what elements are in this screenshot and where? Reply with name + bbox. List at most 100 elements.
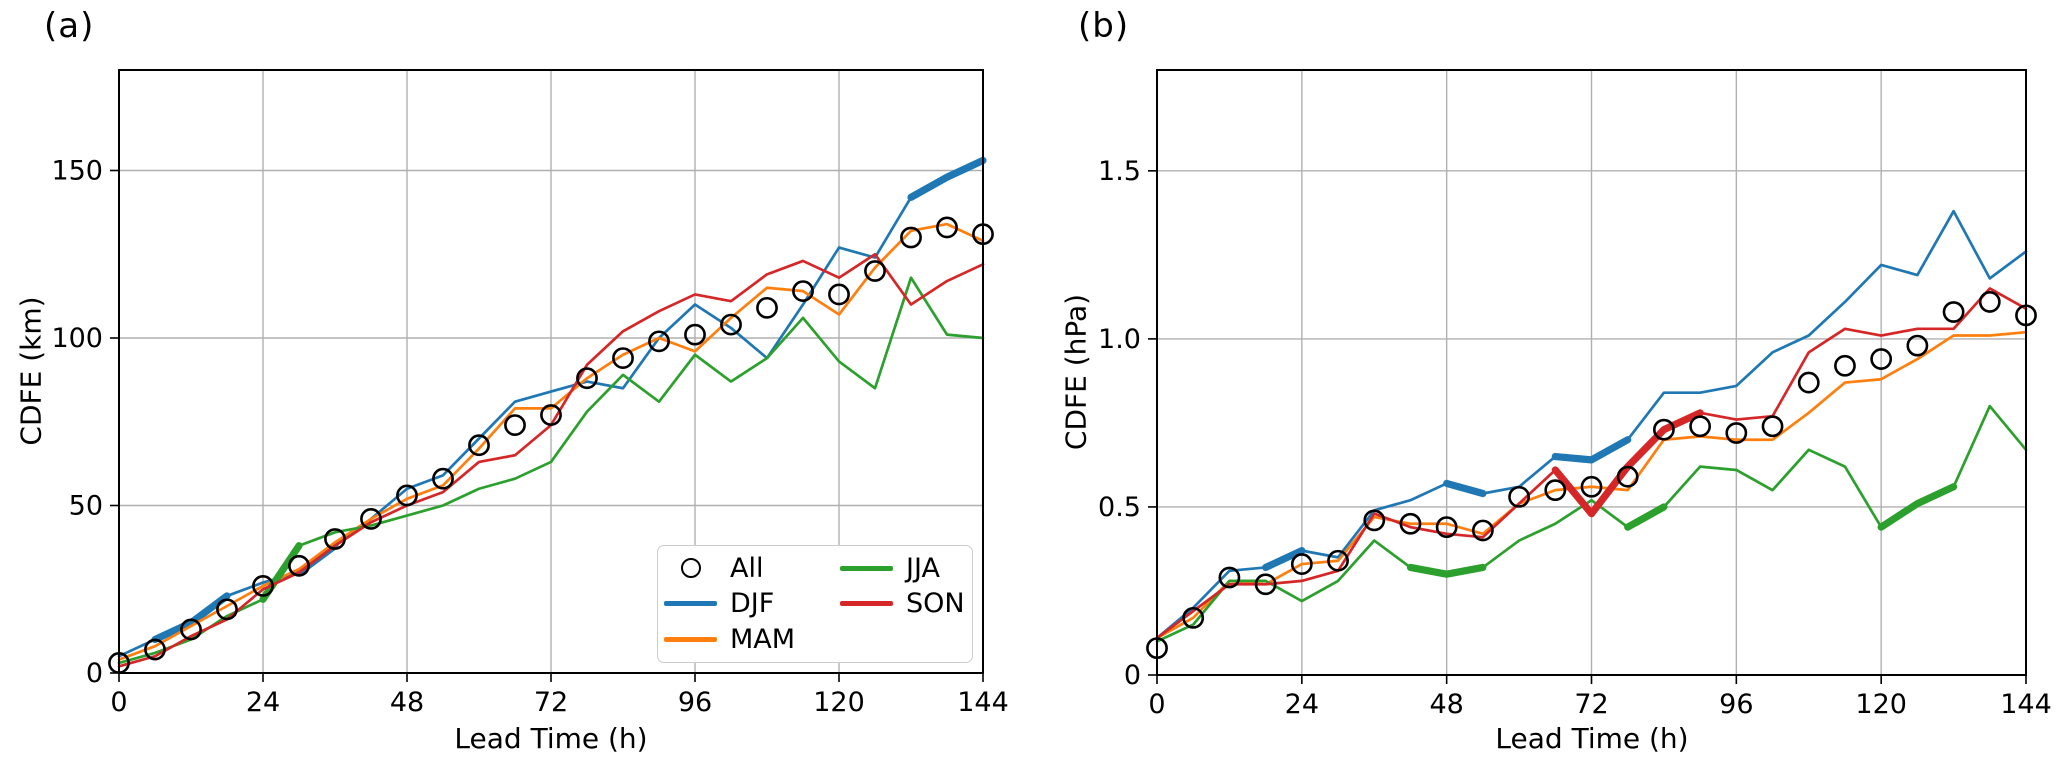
y-axis-label-a: CDFE (km) [14, 296, 48, 446]
legend-item-mam: MAM [664, 622, 840, 656]
marker-open-circle [252, 575, 274, 597]
series-MAM-line [117, 222, 985, 661]
tick-label-x: 120 [1855, 689, 1907, 720]
tick-label-y: 50 [69, 491, 103, 522]
marker-open-circle [1978, 291, 2001, 313]
tick-label-x: 48 [1429, 689, 1463, 720]
tick-label-y: 0 [1124, 660, 1141, 691]
marker-open-circle [1653, 418, 1675, 441]
series-JJA-bold-segment [1624, 503, 1668, 531]
tick-label-y: 0.5 [1098, 492, 1141, 523]
marker-open-circle [864, 260, 886, 282]
marker-open-circle [1254, 573, 1277, 596]
legend-label-all: All [730, 552, 764, 584]
series-JJA-bold-segment [1877, 483, 1958, 531]
marker-open-circle [1689, 415, 1712, 438]
series-SON-bold-segment [1551, 409, 1704, 518]
open-circle-marker-icon [664, 558, 717, 578]
legend-item-djf: DJF [664, 587, 840, 621]
marker-open-circle [1435, 516, 1458, 539]
series-DJF-bold-segment [907, 156, 987, 201]
legend-item-son: SON [840, 587, 965, 621]
marker-open-circle [1834, 354, 1856, 377]
marker-open-circle [396, 484, 418, 507]
series-All-markers [108, 216, 994, 674]
legend-label-son: SON [906, 588, 965, 619]
legend-spacer [840, 622, 965, 656]
marker-open-circle [1725, 422, 1748, 444]
marker-open-circle [792, 280, 814, 303]
tick-label-x: 72 [1574, 689, 1608, 720]
y-axis-label-b: CDFE (hPa) [1059, 293, 1093, 451]
plot-spines [118, 69, 984, 674]
marker-open-circle [288, 554, 310, 577]
marker-open-circle [540, 404, 562, 426]
marker-open-circle [1797, 371, 1820, 394]
panel-b-plot: 0 24 48 72 96 120 144 0 0.5 1.0 1.5 [1098, 69, 2052, 720]
tick-label-x: 0 [1148, 689, 1165, 720]
panel-b-title: (b) [1078, 6, 1130, 46]
legend-item-all: All [664, 551, 840, 585]
marker-open-circle [1399, 512, 1422, 535]
marker-open-circle [324, 528, 346, 550]
tick-label-x: 24 [246, 687, 280, 718]
marker-open-circle [1508, 485, 1530, 508]
marker-open-circle [144, 638, 166, 661]
marker-open-circle [1761, 415, 1784, 438]
marker-open-circle [504, 414, 526, 437]
legend-label-djf: DJF [730, 588, 775, 619]
marker-open-circle [828, 283, 850, 306]
series-DJF-bold-segment [1262, 547, 1306, 572]
djf-line-icon [664, 601, 717, 606]
tick-label-x: 120 [813, 687, 865, 718]
marker-open-circle [360, 508, 382, 530]
panel-a-plot: 0 24 48 72 96 120 144 0 50 100 150 [51, 69, 1009, 718]
legend: All JJA DJF SON MAM [657, 545, 973, 663]
tick-label-x: 0 [110, 687, 127, 718]
marker-open-circle [1580, 475, 1603, 498]
marker-open-circle [1363, 509, 1386, 532]
jja-line-icon [840, 565, 893, 571]
marker-open-circle [720, 313, 742, 336]
marker-open-circle [468, 434, 490, 457]
tick-label-y: 1.0 [1098, 324, 1141, 355]
marker-open-circle [648, 330, 670, 353]
tick-label-x: 96 [1719, 689, 1753, 720]
tick-label-x: 72 [534, 687, 568, 718]
legend-label-mam: MAM [730, 623, 796, 655]
marker-open-circle [756, 296, 778, 319]
son-line-icon [840, 601, 893, 606]
mam-line-icon [664, 636, 717, 642]
x-axis-label-b: Lead Time (h) [1495, 722, 1689, 755]
legend-item-jja: JJA [840, 551, 965, 585]
series-JJA-bold-segment [259, 542, 303, 603]
series-JJA-bold-segment [1406, 563, 1487, 578]
panel-a-title: (a) [44, 6, 95, 46]
marker-open-circle [936, 216, 958, 239]
marker-open-circle [1218, 566, 1241, 589]
plot-spines [1156, 69, 2027, 676]
tick-label-y: 0 [86, 658, 103, 689]
marker-open-circle [1544, 479, 1567, 502]
series-DJF-line [117, 159, 985, 658]
marker-open-circle [576, 367, 598, 390]
marker-open-circle [1327, 549, 1349, 572]
tick-label-x: 96 [678, 687, 712, 718]
marker-open-circle [180, 618, 202, 641]
marker-open-circle [1182, 606, 1205, 629]
x-axis-label-a: Lead Time (h) [454, 722, 648, 755]
marker-open-circle [1906, 334, 1929, 357]
marker-open-circle [216, 598, 238, 621]
series-DJF-bold-segment [1443, 479, 1487, 498]
tick-label-x: 144 [957, 687, 1009, 718]
series-DJF-bold-segment [1551, 436, 1632, 464]
marker-open-circle [684, 323, 706, 346]
marker-open-circle [1290, 553, 1313, 575]
marker-open-circle [1471, 519, 1494, 542]
marker-open-circle [1942, 301, 1965, 323]
marker-open-circle [432, 467, 454, 490]
legend-label-jja: JJA [906, 552, 940, 584]
tick-label-x: 48 [390, 687, 424, 718]
tick-label-y: 150 [51, 156, 103, 187]
marker-open-circle [1870, 348, 1893, 370]
